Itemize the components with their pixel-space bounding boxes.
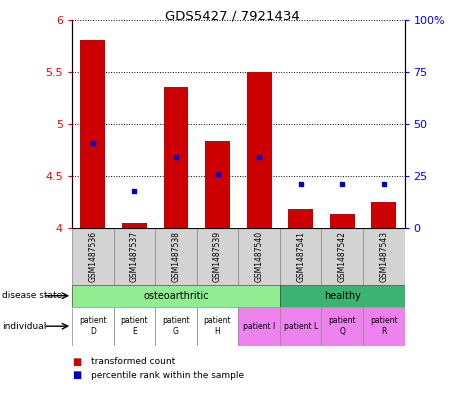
Text: GSM1487536: GSM1487536 bbox=[88, 231, 97, 282]
Bar bbox=[288, 209, 313, 228]
Text: GSM1487539: GSM1487539 bbox=[213, 231, 222, 282]
Bar bbox=[280, 307, 321, 346]
Text: ■: ■ bbox=[72, 370, 81, 380]
Text: patient
G: patient G bbox=[162, 316, 190, 336]
Bar bbox=[155, 228, 197, 285]
Text: GSM1487543: GSM1487543 bbox=[379, 231, 388, 282]
Bar bbox=[72, 307, 113, 346]
Text: individual: individual bbox=[2, 322, 46, 331]
Text: patient
Q: patient Q bbox=[328, 316, 356, 336]
Bar bbox=[113, 228, 155, 285]
Bar bbox=[72, 228, 113, 285]
Text: ■: ■ bbox=[72, 356, 81, 367]
Bar bbox=[239, 307, 280, 346]
Bar bbox=[205, 141, 230, 228]
Text: GSM1487537: GSM1487537 bbox=[130, 231, 139, 282]
Bar bbox=[280, 228, 321, 285]
Text: GSM1487538: GSM1487538 bbox=[172, 231, 180, 282]
Text: patient
D: patient D bbox=[79, 316, 106, 336]
Text: GSM1487542: GSM1487542 bbox=[338, 231, 347, 282]
Text: healthy: healthy bbox=[324, 291, 361, 301]
Text: patient
R: patient R bbox=[370, 316, 398, 336]
Bar bbox=[280, 285, 405, 307]
Bar bbox=[113, 307, 155, 346]
Bar bbox=[122, 223, 147, 228]
Bar bbox=[372, 202, 396, 228]
Text: transformed count: transformed count bbox=[91, 357, 175, 366]
Text: GSM1487540: GSM1487540 bbox=[255, 231, 264, 282]
Bar bbox=[197, 307, 239, 346]
Bar bbox=[363, 307, 405, 346]
Bar bbox=[80, 40, 105, 228]
Text: patient
E: patient E bbox=[120, 316, 148, 336]
Text: patient L: patient L bbox=[284, 322, 318, 331]
Bar bbox=[239, 228, 280, 285]
Bar bbox=[155, 307, 197, 346]
Text: patient
H: patient H bbox=[204, 316, 232, 336]
Text: percentile rank within the sample: percentile rank within the sample bbox=[91, 371, 244, 380]
Bar bbox=[164, 87, 188, 228]
Text: GSM1487541: GSM1487541 bbox=[296, 231, 305, 282]
Text: GDS5427 / 7921434: GDS5427 / 7921434 bbox=[165, 10, 300, 23]
Text: patient I: patient I bbox=[243, 322, 275, 331]
Bar bbox=[321, 307, 363, 346]
Bar bbox=[246, 72, 272, 228]
Bar bbox=[330, 215, 355, 228]
Text: osteoarthritic: osteoarthritic bbox=[143, 291, 209, 301]
Bar bbox=[72, 285, 280, 307]
Bar bbox=[363, 228, 405, 285]
Text: disease state: disease state bbox=[2, 291, 63, 300]
Bar bbox=[197, 228, 239, 285]
Bar bbox=[321, 228, 363, 285]
